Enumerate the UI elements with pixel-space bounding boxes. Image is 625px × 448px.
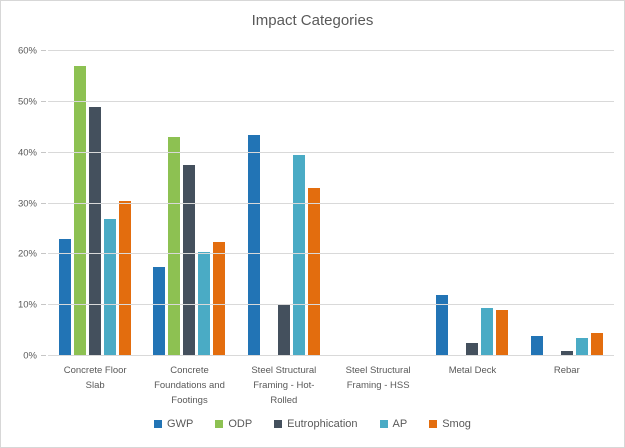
y-axis-label: 40%	[17, 147, 37, 159]
x-axis-label: Steel Structural Framing - Hot-Rolled	[251, 365, 317, 406]
y-axis-tick	[41, 304, 46, 306]
x-axis-label: Concrete Foundations and Footings	[154, 365, 225, 406]
bar-eutrophication	[89, 106, 102, 356]
bar-odp	[74, 66, 87, 356]
gridline	[48, 50, 614, 51]
bar-eutrophication	[183, 165, 196, 356]
y-axis-label: 10%	[17, 299, 37, 311]
bar-group	[142, 51, 236, 356]
bar-group	[520, 51, 614, 356]
legend-swatch-gwp	[154, 420, 163, 428]
y-axis-tick	[41, 202, 46, 204]
legend: GWP ODP Eutrophication AP Smog	[1, 418, 624, 430]
x-axis-labels: Concrete Floor Slab Concrete Foundations …	[48, 363, 614, 408]
bar-ap	[292, 155, 305, 356]
bar-smog	[590, 333, 603, 356]
y-axis-tick	[41, 151, 46, 153]
gridline	[48, 304, 614, 306]
bar-gwp	[59, 239, 72, 356]
bar-group	[48, 51, 142, 356]
bar-ap	[575, 338, 588, 356]
x-axis-label: Concrete Floor Slab	[63, 365, 127, 391]
legend-item: GWP	[154, 418, 193, 430]
gridline	[48, 202, 614, 204]
gridline	[48, 253, 614, 255]
bar-smog	[307, 188, 320, 356]
bar-groups	[48, 51, 614, 356]
x-axis-label: Metal Deck	[448, 365, 497, 376]
legend-item: ODP	[215, 418, 252, 430]
bar-smog	[496, 310, 509, 356]
y-axis-tick	[41, 355, 46, 356]
legend-swatch-smog	[429, 420, 438, 428]
legend-swatch-ap	[379, 420, 388, 428]
x-axis-label: Steel Structural Framing - HSS	[345, 365, 411, 391]
bar-gwp	[530, 335, 543, 356]
legend-item: Eutrophication	[274, 418, 358, 430]
plot-area: 0% 10% 20% 30% 40% 50% 60%	[18, 46, 614, 362]
bar-ap	[198, 251, 211, 356]
bar-gwp	[436, 295, 449, 356]
legend-label: Smog	[442, 418, 471, 430]
x-axis-label: Rebar	[553, 365, 580, 376]
gridline	[48, 355, 614, 356]
bar-eutrophication	[466, 343, 479, 356]
bar-group	[331, 51, 425, 356]
y-axis-label: 60%	[17, 45, 37, 57]
bar-group	[237, 51, 331, 356]
y-axis-tick	[41, 50, 46, 51]
gridline	[48, 151, 614, 153]
bar-eutrophication	[277, 305, 290, 356]
legend-label: Eutrophication	[287, 418, 358, 430]
bar-odp	[168, 137, 181, 356]
legend-label: AP	[392, 418, 408, 430]
legend-swatch-eutrophication	[274, 420, 283, 428]
y-axis-label: 0%	[23, 350, 37, 362]
legend-swatch-odp	[215, 420, 224, 428]
legend-item: AP	[379, 418, 408, 430]
bar-smog	[119, 200, 132, 356]
y-axis-label: 50%	[17, 96, 37, 108]
legend-label: ODP	[228, 418, 253, 430]
gridline	[48, 100, 614, 102]
chart-title: Impact Categories	[251, 12, 374, 29]
bar-ap	[104, 218, 117, 356]
legend-item: Smog	[429, 418, 471, 430]
bar-eutrophication	[560, 350, 573, 356]
bar-group	[425, 51, 519, 356]
bar-gwp	[153, 267, 166, 356]
y-axis-label: 30%	[17, 198, 37, 209]
y-axis-tick	[41, 253, 46, 255]
y-axis-tick	[41, 100, 46, 102]
y-axis-label: 20%	[17, 248, 37, 260]
bar-gwp	[247, 134, 260, 356]
bar-smog	[213, 241, 226, 356]
legend-label: GWP	[167, 418, 194, 430]
bar-ap	[481, 307, 494, 356]
